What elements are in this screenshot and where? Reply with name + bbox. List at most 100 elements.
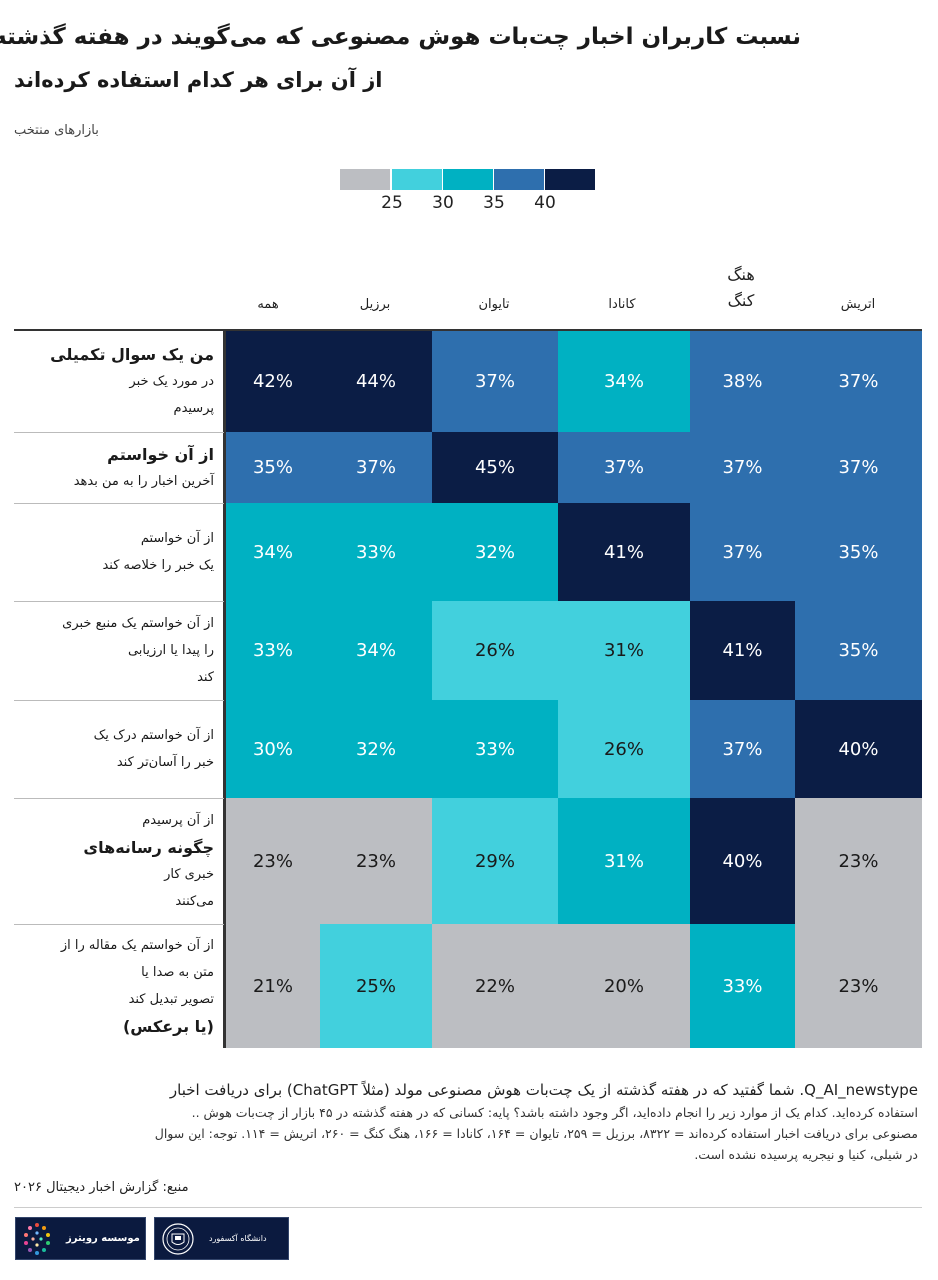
column-header: برزیل xyxy=(359,297,391,312)
heatmap-cell: 37% xyxy=(690,503,795,601)
legend-tick-label: 35 xyxy=(483,193,505,213)
row-label-line: خبری کار xyxy=(164,867,214,882)
row-label-line: از آن خواستم یک منبع خبری xyxy=(62,616,214,631)
heatmap-cell: 22% xyxy=(432,924,558,1048)
column-header: همه xyxy=(257,297,279,312)
heatmap-cell: 32% xyxy=(432,503,558,601)
chart-title-line2: از آن برای هر کدام استفاده کرده‌اند xyxy=(14,68,383,92)
column-header-line: کنگ xyxy=(727,291,755,310)
legend-tick-label: 25 xyxy=(381,193,403,213)
reuters-dots-icon xyxy=(24,1222,50,1255)
heatmap-cell: 34% xyxy=(320,601,432,700)
heatmap-cell: 34% xyxy=(226,503,320,601)
header-divider xyxy=(14,329,922,331)
heatmap-cell: 31% xyxy=(558,601,690,700)
legend-swatch xyxy=(340,169,390,190)
grid-left-divider xyxy=(223,331,226,1048)
heatmap-cell: 25% xyxy=(320,924,432,1048)
row-separator xyxy=(14,503,224,504)
methodology-notes: Q_AI_newstype. شما گفتید که در هفته گذشت… xyxy=(10,1078,918,1165)
column-header: اتریش xyxy=(840,297,876,312)
row-label-line: از آن خواستم یک مقاله را از xyxy=(60,938,214,953)
column-header: کانادا xyxy=(608,297,636,312)
row-separator xyxy=(14,924,224,925)
heatmap-cell: 26% xyxy=(558,700,690,798)
legend-swatch xyxy=(443,169,493,190)
source-note: منبع: گزارش اخبار دیجیتال ۲۰۲۶ xyxy=(14,1180,189,1195)
row-label-line: من یک سوال تکمیلی xyxy=(50,345,214,364)
row-label-line: آخرین اخبار را به من بدهد xyxy=(73,473,214,489)
legend-tick-label: 40 xyxy=(534,193,556,213)
row-label-line: از آن خواستم xyxy=(140,531,214,546)
reuters-institute-logo: موسسه رویترز xyxy=(15,1217,146,1260)
column-header: تایوان xyxy=(478,297,510,312)
row-label: از آن خواستم یک مقاله را از متن به صدا یا… xyxy=(14,924,214,1048)
heatmap-cell: 21% xyxy=(226,924,320,1048)
row-separator xyxy=(14,601,224,602)
heatmap-cell: 33% xyxy=(226,601,320,700)
heatmap-cell: 37% xyxy=(558,432,690,503)
row-label-line: از آن پرسیدم xyxy=(142,813,214,828)
chart-title-line1: نسبت کاربران اخبار چت‌بات هوش مصنوعی که … xyxy=(0,24,801,50)
heatmap-cell: 35% xyxy=(795,601,922,700)
column-header-line: هنگ xyxy=(727,265,755,284)
heatmap-cell: 20% xyxy=(558,924,690,1048)
note-line-2: استفاده کرده‌اید. کدام یک از موارد زیر ر… xyxy=(191,1105,918,1120)
heatmap-cell: 38% xyxy=(690,331,795,432)
heatmap-cell: 26% xyxy=(432,601,558,700)
heatmap-cell: 41% xyxy=(558,503,690,601)
row-label-line: پرسیدم xyxy=(173,401,214,416)
heatmap-cell: 35% xyxy=(795,503,922,601)
legend-tick-label: 30 xyxy=(432,193,454,213)
row-label-line: از آن خواستم xyxy=(107,444,214,464)
heatmap-cell: 33% xyxy=(320,503,432,601)
heatmap-cell: 29% xyxy=(432,798,558,924)
row-label-line: (یا برعکس) xyxy=(122,1017,214,1036)
heatmap-cell: 40% xyxy=(690,798,795,924)
heatmap-cell: 37% xyxy=(795,432,922,503)
legend-swatch xyxy=(392,169,442,190)
note-line-4: در شیلی، کنیا و نیجریه پرسیده نشده است. xyxy=(694,1147,918,1162)
heatmap-cell: 37% xyxy=(320,432,432,503)
note-line-3: مصنوعی برای دریافت اخبار استفاده کرده‌ان… xyxy=(154,1126,918,1141)
footer-divider xyxy=(14,1207,922,1208)
row-label-line: متن به صدا یا xyxy=(141,965,214,980)
column-header: هنگ کنگ xyxy=(691,262,791,314)
row-label-line: چگونه رسانه‌های xyxy=(83,838,214,857)
oxford-university-logo: دانشگاه آکسفورد xyxy=(154,1217,289,1260)
heatmap-cell: 45% xyxy=(432,432,558,503)
heatmap-cell: 30% xyxy=(226,700,320,798)
heatmap-cell: 23% xyxy=(795,924,922,1048)
heatmap-cell: 37% xyxy=(690,432,795,503)
row-label: از آن خواستم یک خبر را خلاصه کند xyxy=(14,503,214,601)
heatmap-cell: 35% xyxy=(226,432,320,503)
heatmap-cell: 31% xyxy=(558,798,690,924)
row-label: از آن خواستم آخرین اخبار را به من بدهد xyxy=(14,432,214,503)
row-label: از آن خواستم درک یک خبر را آسان‌تر کند xyxy=(14,700,214,798)
heatmap-cell: 33% xyxy=(690,924,795,1048)
oxford-crest-icon xyxy=(162,1222,194,1255)
row-label-line: خبر را آسان‌تر کند xyxy=(116,755,214,770)
legend-swatch xyxy=(494,169,544,190)
heatmap-cell: 23% xyxy=(320,798,432,924)
heatmap-cell: 23% xyxy=(226,798,320,924)
heatmap-cell: 37% xyxy=(432,331,558,432)
row-separator xyxy=(14,432,224,433)
oxford-logo-text: دانشگاه آکسفورد xyxy=(209,1234,267,1243)
row-label: از آن خواستم یک منبع خبری را پیدا یا ارزی… xyxy=(14,601,214,700)
heatmap-cell: 23% xyxy=(795,798,922,924)
heatmap-cell: 41% xyxy=(690,601,795,700)
heatmap-cell: 40% xyxy=(795,700,922,798)
row-label-line: کند xyxy=(197,670,214,685)
row-label-line: را پیدا یا ارزیابی xyxy=(127,643,214,658)
row-label-line: تصویر تبدیل کند xyxy=(128,992,214,1007)
row-separator xyxy=(14,798,224,799)
row-label: از آن پرسیدم چگونه رسانه‌های خبری کار می‌کن… xyxy=(14,798,214,924)
note-line-1: Q_AI_newstype. شما گفتید که در هفته گذشت… xyxy=(169,1081,918,1099)
row-separator xyxy=(14,700,224,701)
heatmap-cell: 32% xyxy=(320,700,432,798)
reuters-logo-text: موسسه رویترز xyxy=(66,1233,140,1244)
row-label: من یک سوال تکمیلی در مورد یک خبر پرسیدم xyxy=(14,331,214,432)
heatmap-cell: 37% xyxy=(690,700,795,798)
heatmap-cell: 44% xyxy=(320,331,432,432)
